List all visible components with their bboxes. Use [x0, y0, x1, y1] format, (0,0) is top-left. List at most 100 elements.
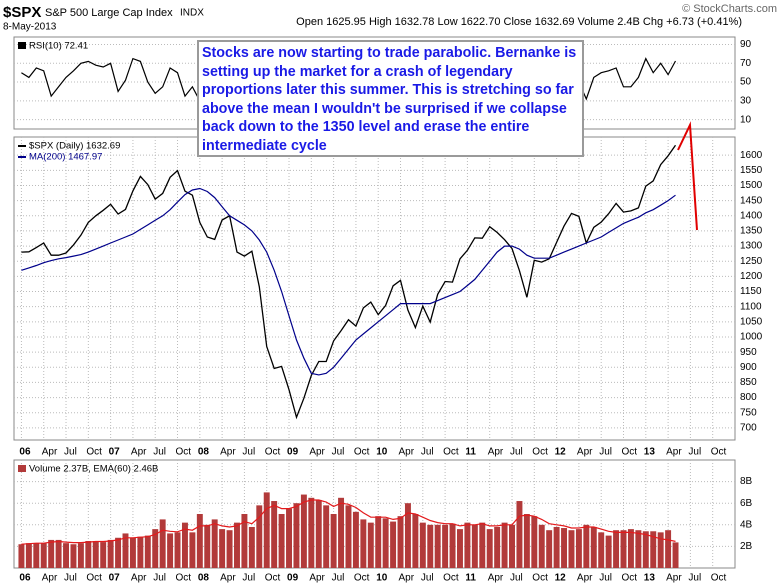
volume-bar — [159, 519, 166, 568]
volume-bar — [397, 516, 404, 568]
volume-bar — [152, 529, 159, 568]
volume-bar — [271, 501, 278, 568]
x-tick-label: 08 — [198, 447, 210, 458]
y-tick-label: 8B — [740, 476, 753, 487]
volume-bar — [174, 532, 181, 568]
volume-bar — [122, 533, 129, 568]
x-tick-label: Apr — [220, 573, 236, 584]
panel — [13, 136, 736, 441]
x-tick-label: Jul — [332, 573, 345, 584]
volume-bar — [286, 508, 292, 568]
panel-title: Volume 2.37B, EMA(60) 2.46B — [29, 464, 158, 475]
volume-bar — [367, 522, 374, 568]
x-tick-label: Jul — [153, 573, 166, 584]
y-tick-label: 1000 — [740, 332, 763, 343]
volume-bar — [25, 543, 32, 568]
volume-bar — [144, 535, 151, 568]
y-tick-label: 750 — [740, 407, 757, 418]
y-tick-label: 1600 — [740, 150, 763, 161]
x-tick-label: Jul — [510, 573, 523, 584]
volume-bar — [33, 543, 40, 568]
x-tick-label: Jul — [421, 573, 434, 584]
x-tick-label: Oct — [176, 447, 192, 458]
volume-bar — [390, 521, 397, 568]
x-tick-label: 11 — [465, 447, 476, 458]
volume-bar — [538, 524, 545, 568]
y-tick-label: 1150 — [740, 286, 762, 297]
watermark: © StockCharts.com — [682, 3, 777, 15]
x-tick-label: Apr — [42, 573, 58, 584]
x-tick-label: 09 — [287, 447, 299, 458]
volume-bar — [605, 535, 612, 568]
x-tick-label: Apr — [399, 447, 415, 458]
y-tick-label: 90 — [740, 39, 752, 50]
x-tick-label: Oct — [532, 447, 548, 458]
volume-bar — [665, 530, 672, 568]
x-tick-label: 07 — [109, 447, 121, 458]
x-tick-label: Jul — [421, 447, 434, 458]
volume-bar — [189, 532, 196, 568]
volume-bar — [583, 524, 590, 568]
volume-bar — [375, 516, 382, 568]
x-tick-label: Apr — [131, 447, 147, 458]
x-tick-label: Apr — [577, 447, 593, 458]
volume-bar — [442, 524, 449, 568]
volume-bar — [115, 537, 122, 568]
x-tick-label: Jul — [510, 447, 523, 458]
volume-bar — [92, 541, 99, 568]
y-tick-label: 70 — [740, 58, 752, 69]
y-tick-label: 700 — [740, 423, 757, 434]
x-tick-label: Apr — [666, 573, 682, 584]
volume-bar — [635, 530, 642, 568]
volume-bar — [575, 529, 582, 568]
y-tick-label: 1250 — [740, 256, 763, 267]
volume-bar — [382, 518, 389, 568]
volume-bar — [256, 505, 263, 568]
y-tick-label: 4B — [740, 519, 753, 530]
volume-bar — [338, 497, 345, 568]
volume-bar — [129, 537, 136, 568]
x-tick-label: 06 — [19, 447, 31, 458]
volume-bar — [263, 492, 270, 568]
volume-bar — [167, 533, 174, 568]
y-tick-label: 900 — [740, 362, 757, 373]
x-tick-label: 08 — [198, 573, 210, 584]
y-tick-label: 800 — [740, 392, 757, 403]
y-tick-label: 50 — [740, 77, 752, 88]
x-tick-label: Apr — [309, 573, 325, 584]
exchange: INDX — [180, 8, 204, 19]
volume-bar — [18, 544, 25, 568]
x-tick-label: Oct — [86, 573, 102, 584]
y-tick-label: 30 — [740, 95, 752, 106]
y-tick-label: 950 — [740, 347, 757, 358]
y-tick-label: 2B — [740, 541, 753, 552]
volume-bar — [657, 532, 664, 568]
x-tick-label: Oct — [354, 447, 370, 458]
y-tick-label: 1200 — [740, 271, 763, 282]
volume-bar — [509, 524, 515, 568]
x-tick-label: Jul — [688, 573, 701, 584]
legend-label: MA(200) 1467.97 — [29, 152, 102, 163]
volume-bar — [204, 524, 211, 568]
x-tick-label: Jul — [242, 447, 255, 458]
quote: Open 1625.95 High 1632.78 Low 1622.70 Cl… — [296, 16, 742, 28]
volume-bar — [211, 519, 218, 568]
volume-bar — [300, 494, 307, 568]
volume-bar — [568, 530, 575, 568]
volume-bar — [137, 536, 144, 568]
x-tick-label: Jul — [153, 447, 166, 458]
x-tick-label: Oct — [265, 447, 281, 458]
volume-bar — [427, 524, 434, 568]
x-tick-label: Jul — [64, 447, 77, 458]
x-tick-label: 07 — [109, 573, 121, 584]
x-tick-label: Jul — [599, 447, 612, 458]
volume-bar — [293, 503, 300, 568]
volume-bar — [434, 524, 441, 568]
x-tick-label: Oct — [354, 573, 370, 584]
x-tick-label: Oct — [711, 447, 727, 458]
y-tick-label: 1450 — [740, 195, 763, 206]
x-tick-label: 09 — [287, 573, 299, 584]
volume-bar — [315, 499, 322, 568]
